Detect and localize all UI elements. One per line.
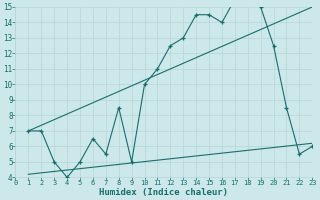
X-axis label: Humidex (Indice chaleur): Humidex (Indice chaleur) <box>100 188 228 197</box>
